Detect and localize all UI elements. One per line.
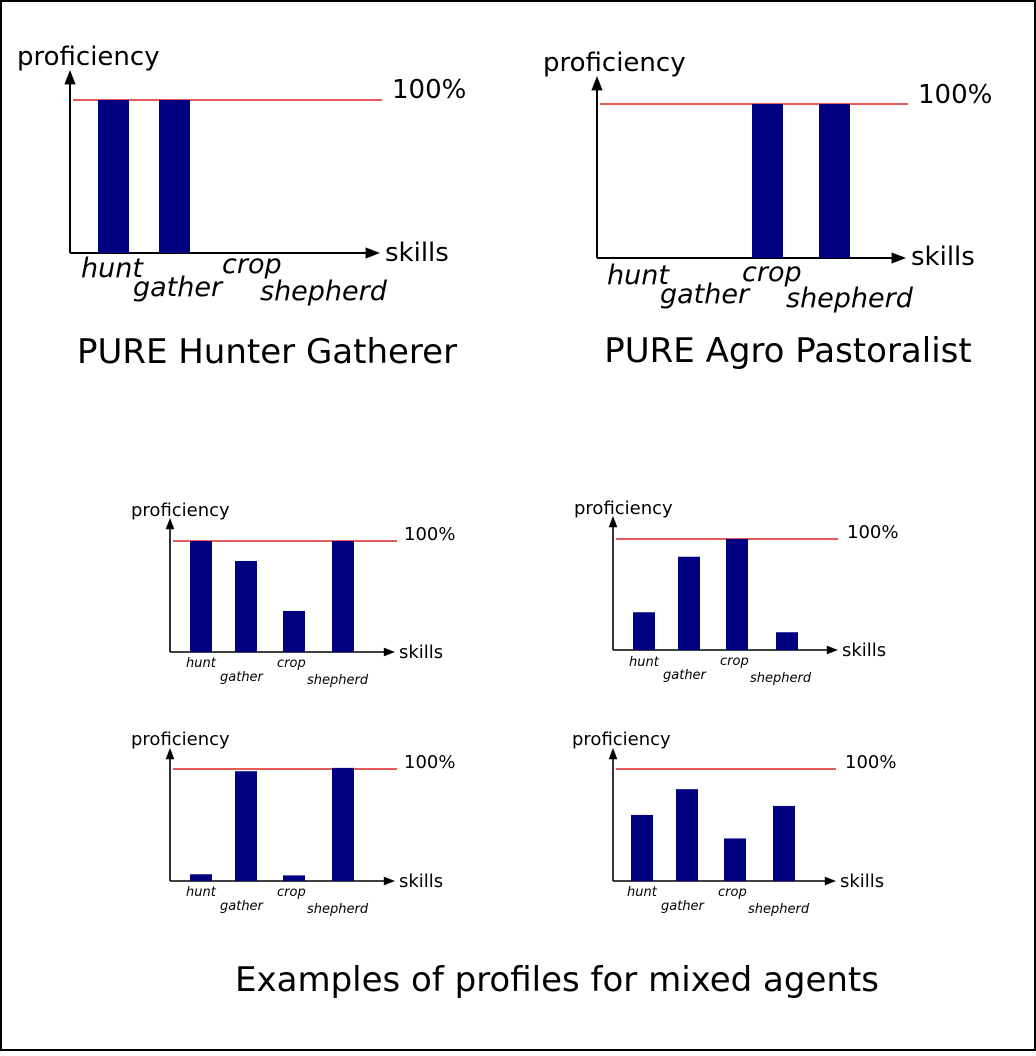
caption-mixed-examples: Examples of profiles for mixed agents (235, 960, 879, 1000)
category-label-crop: crop (742, 257, 802, 288)
bar-crop (283, 610, 305, 652)
x-axis-arrow (824, 876, 836, 886)
category-label-hunt: hunt (629, 655, 660, 670)
caption-pure-agro-pastoralist: PURE Agro Pastoralist (604, 331, 971, 371)
reference-label: 100% (392, 75, 466, 105)
category-label-shepherd: shepherd (750, 671, 812, 686)
y-axis-arrow (591, 76, 603, 91)
y-axis-label: proficiency (543, 48, 686, 78)
category-label-gather: gather (220, 899, 265, 914)
x-axis-label: skills (842, 640, 886, 661)
reference-label: 100% (404, 524, 455, 545)
reference-label: 100% (845, 752, 896, 773)
bar-gather (235, 771, 257, 881)
category-label-gather: gather (661, 899, 706, 914)
bar-hunt (190, 541, 212, 652)
y-axis-label: proficiency (574, 498, 673, 519)
x-axis-arrow (891, 252, 906, 264)
x-axis-arrow (826, 645, 838, 655)
category-label-hunt: hunt (81, 253, 144, 284)
y-axis-arrow (608, 516, 618, 528)
category-label-crop: crop (277, 885, 306, 900)
y-axis-arrow (64, 70, 76, 85)
reference-label: 100% (918, 80, 992, 110)
category-label-gather: gather (663, 668, 708, 683)
bar-chart-2: proficiency skills 100% huntgathercropsheph… (543, 48, 992, 314)
caption-pure-hunter-gatherer: PURE Hunter Gatherer (77, 332, 457, 372)
x-axis-arrow (383, 647, 395, 657)
category-label-crop: crop (718, 885, 747, 900)
bar-crop (726, 539, 748, 650)
y-axis-label: proficiency (17, 42, 160, 72)
bar-gather (678, 556, 700, 650)
x-axis-label: skills (840, 871, 884, 892)
y-axis-arrow (608, 748, 618, 760)
category-label-hunt: hunt (607, 260, 670, 291)
bar-shepherd (819, 104, 850, 258)
bar-shepherd (776, 632, 798, 650)
bar-hunt (631, 814, 653, 881)
bar-shepherd (332, 767, 354, 881)
category-label-hunt: hunt (627, 885, 658, 900)
x-axis-label: skills (911, 242, 975, 272)
bar-gather (235, 560, 257, 652)
x-axis-label: skills (399, 871, 443, 892)
category-label-shepherd: shepherd (786, 283, 914, 314)
x-axis-label: skills (399, 642, 443, 663)
y-axis-label: proficiency (131, 729, 230, 750)
bar-hunt (633, 612, 655, 650)
charts-group: proficiencyskills100%huntgathercropsheph… (17, 42, 992, 917)
x-axis-arrow (383, 876, 395, 886)
bar-gather (676, 789, 698, 881)
y-axis-label: proficiency (572, 729, 671, 750)
bar-shepherd (773, 805, 795, 881)
y-axis-label: proficiency (131, 500, 230, 521)
bar-hunt (98, 100, 129, 253)
y-axis-arrow (165, 518, 175, 530)
bar-hunt (190, 874, 212, 881)
x-axis-label: skills (385, 238, 449, 268)
bar-crop (724, 838, 746, 881)
category-label-shepherd: shepherd (748, 902, 810, 917)
reference-label: 100% (847, 522, 898, 543)
bar-crop (752, 104, 783, 258)
category-label-crop: crop (277, 656, 306, 671)
category-label-shepherd: shepherd (260, 276, 388, 307)
category-label-gather: gather (220, 670, 265, 685)
bar-gather (159, 100, 190, 253)
bar-chart-1: proficiency skills 100% huntgathercropsheph… (17, 42, 466, 307)
x-axis-arrow (365, 247, 380, 259)
category-label-crop: crop (222, 249, 282, 280)
reference-label: 100% (404, 752, 455, 773)
category-label-gather: gather (133, 272, 224, 303)
category-label-shepherd: shepherd (307, 902, 369, 917)
category-label-hunt: hunt (186, 885, 217, 900)
y-axis-arrow (165, 748, 175, 760)
category-label-crop: crop (720, 654, 749, 669)
category-label-hunt: hunt (186, 656, 217, 671)
bar-crop (283, 875, 305, 881)
category-label-gather: gather (660, 279, 751, 310)
category-label-shepherd: shepherd (307, 673, 369, 688)
bar-shepherd (332, 541, 354, 652)
